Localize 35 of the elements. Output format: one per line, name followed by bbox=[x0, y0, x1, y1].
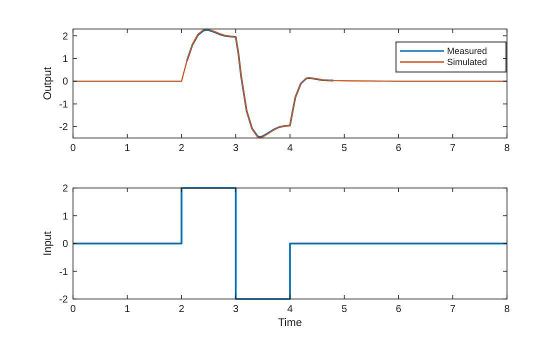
x-tick-label: 2 bbox=[178, 304, 185, 315]
x-tick-label: 4 bbox=[287, 143, 294, 154]
y-tick-label: 2 bbox=[62, 184, 68, 194]
x-tick-label: 4 bbox=[287, 304, 294, 315]
x-axis-title: Time bbox=[278, 317, 302, 329]
line-series bbox=[72, 28, 508, 139]
y-tick-label: -2 bbox=[59, 122, 68, 134]
y-axis-title: Output bbox=[42, 66, 54, 100]
y-tick-label: -1 bbox=[59, 266, 68, 278]
x-tick-label: 5 bbox=[341, 304, 348, 315]
x-tick-label: 5 bbox=[341, 143, 348, 154]
legend-label: Simulated bbox=[447, 57, 488, 67]
y-tick-label: 0 bbox=[62, 76, 68, 88]
y-tick-label: -1 bbox=[59, 99, 68, 110]
x-tick-label: 3 bbox=[232, 304, 239, 315]
y-tick-label: 1 bbox=[62, 54, 68, 66]
x-tick-label: 2 bbox=[178, 143, 185, 154]
line-series bbox=[186, 29, 334, 138]
x-tick-label: 7 bbox=[450, 304, 456, 315]
x-tick-label: 1 bbox=[124, 143, 130, 154]
x-tick-label: 6 bbox=[396, 143, 402, 154]
y-tick-label: 2 bbox=[62, 31, 68, 42]
x-tick-label: 0 bbox=[70, 304, 76, 315]
x-tick-label: 8 bbox=[504, 304, 510, 315]
legend-label: Measured bbox=[447, 46, 488, 56]
y-axis-title: Input bbox=[42, 231, 54, 256]
x-tick-label: 7 bbox=[450, 143, 456, 154]
y-tick-label: -2 bbox=[59, 294, 68, 306]
y-tick-label: 0 bbox=[62, 239, 68, 250]
y-tick-label: 1 bbox=[62, 211, 68, 222]
x-tick-label: 3 bbox=[232, 143, 239, 154]
x-tick-label: 0 bbox=[70, 143, 76, 154]
x-tick-label: 8 bbox=[504, 143, 510, 154]
x-tick-label: 6 bbox=[396, 304, 402, 315]
x-tick-label: 1 bbox=[124, 304, 130, 315]
